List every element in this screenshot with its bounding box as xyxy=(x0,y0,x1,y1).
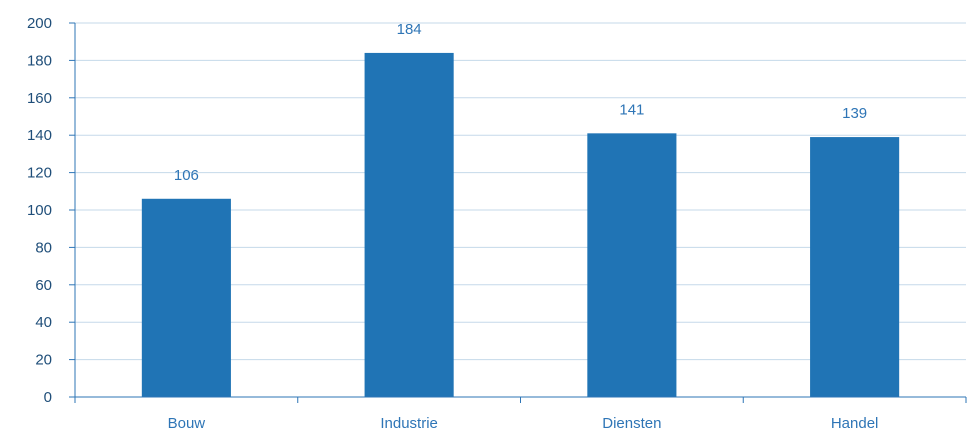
bar-handel xyxy=(810,137,900,397)
y-tick-label: 140 xyxy=(27,127,52,144)
axes xyxy=(69,22,967,403)
y-tick-label: 200 xyxy=(27,15,52,32)
data-label-diensten: 141 xyxy=(619,101,644,118)
labels: 0 20 40 60 80 100 120 140 160 180 200 106 Bouw 184 Ind… xyxy=(27,15,878,432)
bar-bouw xyxy=(141,198,231,397)
y-tick-label: 20 xyxy=(35,352,52,369)
y-tick-label: 0 xyxy=(44,389,52,406)
y-tick-label: 80 xyxy=(35,239,52,256)
x-category-label: Handel xyxy=(831,415,879,432)
x-category-label: Industrie xyxy=(380,415,438,432)
data-label-industrie: 184 xyxy=(397,21,422,38)
bar-diensten xyxy=(587,133,677,397)
bars xyxy=(141,52,900,398)
data-label-bouw: 106 xyxy=(174,167,199,184)
x-category-label: Diensten xyxy=(602,415,661,432)
y-tick-label: 60 xyxy=(35,277,52,294)
y-tick-label: 160 xyxy=(27,90,52,107)
y-tick-label: 180 xyxy=(27,52,52,69)
x-category-label: Bouw xyxy=(168,415,206,432)
bar-industrie xyxy=(364,52,454,398)
data-label-handel: 139 xyxy=(842,105,867,122)
y-tick-label: 100 xyxy=(27,202,52,219)
y-tick-label: 40 xyxy=(35,314,52,331)
y-tick-label: 120 xyxy=(27,165,52,182)
